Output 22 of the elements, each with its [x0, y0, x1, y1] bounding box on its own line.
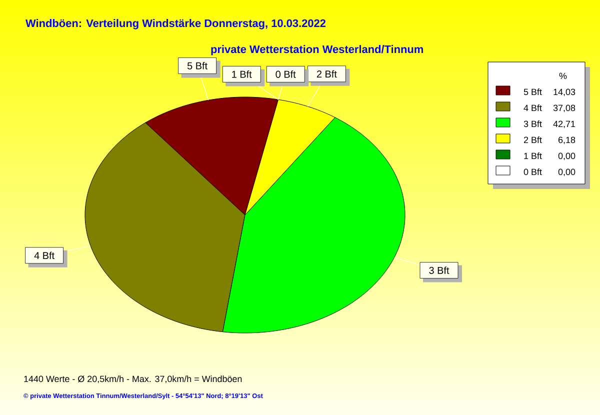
data-label: 14,03	[554, 88, 576, 96]
legend-label: 2 Bft	[524, 136, 542, 144]
legend-label: 3 Bft	[524, 120, 542, 128]
text: 0,00	[558, 152, 576, 160]
legend-label: 4 Bft	[524, 104, 542, 112]
chart-title: Windböen: Verteilung Windstärke Donnerstag, 10.03.2022	[26, 19, 326, 30]
legend-title: %	[559, 72, 567, 80]
chart-subtitle: private Wetterstation Westerland/Tinnum	[211, 45, 423, 56]
data-label: 37,08	[553, 104, 576, 112]
data-label: 6,18	[558, 136, 576, 144]
slice-label: 5 Bft	[187, 62, 208, 70]
legend-label: 1 Bft	[232, 70, 252, 78]
slice-label: 2 Bft	[316, 70, 337, 78]
text: 1440 Werte - Ø 20,5km/h - Max. 37,0km/h = Windböen	[24, 376, 242, 384]
slice-label: 4 Bft	[34, 252, 54, 260]
legend-label: 5 Bft	[524, 88, 542, 96]
text: 0,00	[558, 168, 576, 176]
category-label: 0 Bft	[524, 168, 542, 176]
data-label: 42,71	[553, 120, 576, 128]
slice-label: 3 Bft	[429, 266, 450, 274]
legend-label: 0 Bft	[276, 70, 296, 78]
category-label: 1 Bft	[524, 152, 542, 160]
